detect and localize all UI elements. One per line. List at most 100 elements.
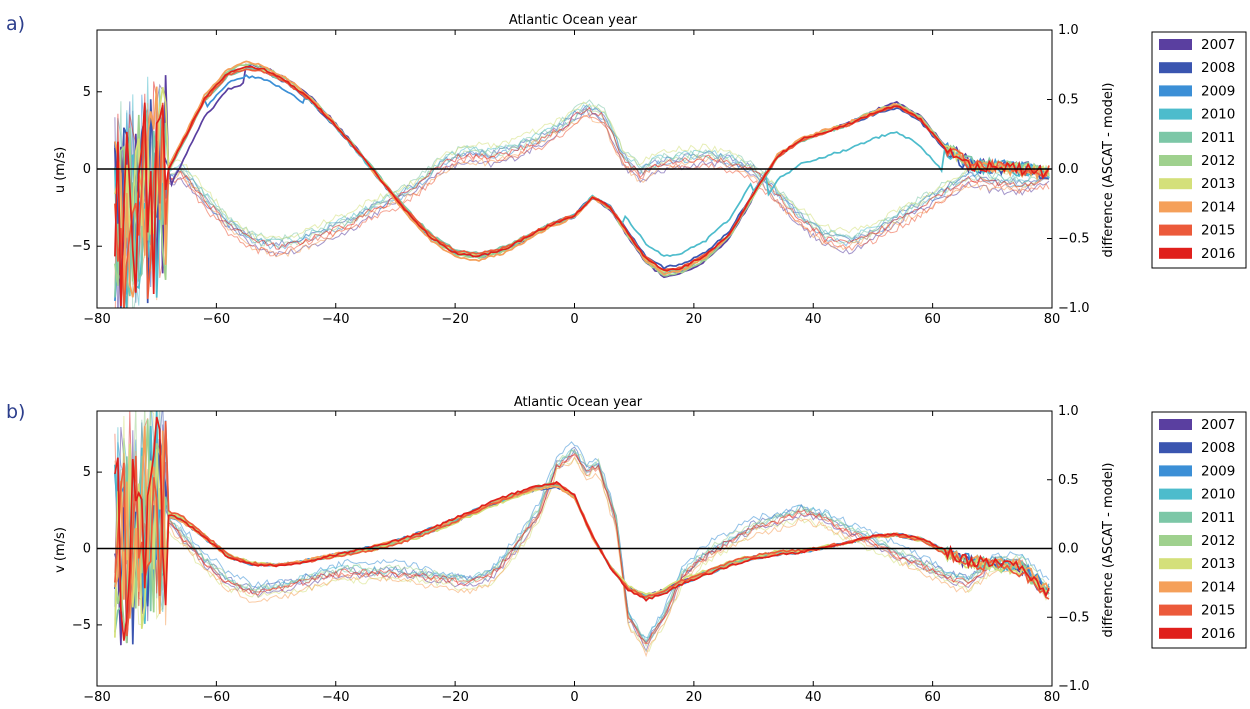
y-tick-label-right: 0.5: [1058, 473, 1079, 488]
legend-swatch-2008: [1159, 442, 1192, 454]
legend-swatch-2013: [1159, 178, 1192, 190]
diff-series-2012: [114, 107, 1050, 284]
series-line-2014: [114, 60, 1050, 298]
legend-label-2013: 2013: [1201, 176, 1235, 192]
legend-label-2012: 2012: [1201, 533, 1235, 549]
legend-swatch-2007: [1159, 419, 1192, 430]
legend-label-2016: 2016: [1201, 246, 1235, 262]
legend-swatch-2013: [1159, 558, 1192, 570]
legend-label-2014: 2014: [1201, 579, 1235, 595]
diff-series-2011: [114, 411, 1050, 643]
diff-series-2013: [114, 92, 1050, 297]
legend-label-2010: 2010: [1201, 107, 1235, 123]
diff-series-2009: [114, 411, 1050, 639]
legend-swatch-2009: [1159, 85, 1192, 97]
legend-label-2014: 2014: [1201, 199, 1235, 215]
y-tick-label-right: −0.5: [1058, 232, 1090, 247]
y-tick-label-right: 1.0: [1058, 23, 1079, 38]
legend: 2007 2008 2009 2010 2011 2012 2013 2014 2015 2016: [1151, 411, 1247, 649]
diff-series-2008: [114, 411, 1050, 644]
diff-series-2016: [114, 81, 1050, 295]
legend-label-2015: 2015: [1201, 223, 1235, 239]
legend-swatch-2015: [1159, 224, 1192, 236]
legend-swatch-2008: [1159, 62, 1192, 74]
y-tick-label-right: −1.0: [1058, 301, 1090, 316]
x-tick-label: 40: [805, 690, 822, 705]
legend-label-2015: 2015: [1201, 603, 1235, 619]
x-tick-label: −80: [83, 312, 110, 327]
legend-label-2008: 2008: [1201, 60, 1235, 76]
legend-label-2007: 2007: [1201, 37, 1235, 53]
panel-b: b) Atlantic Ocean year v (m/s) differenc…: [6, 395, 1247, 705]
legend-swatch-2007: [1159, 39, 1192, 50]
panel-label: b): [6, 401, 25, 423]
x-tick-label: 0: [570, 690, 578, 705]
y-tick-label: −5: [72, 239, 91, 254]
y-tick-label-right: −0.5: [1058, 610, 1090, 625]
legend-label-2016: 2016: [1201, 626, 1235, 642]
legend-swatch-2014: [1159, 581, 1192, 593]
legend-label-2012: 2012: [1201, 153, 1235, 169]
x-tick-label: 40: [805, 312, 822, 327]
series-line-2007: [114, 447, 1050, 646]
series-line-2015: [114, 68, 1050, 308]
legend-swatch-2009: [1159, 465, 1192, 477]
legend-label-2011: 2011: [1201, 130, 1235, 146]
y-tick-label-right: −1.0: [1058, 679, 1090, 694]
y-tick-label: 5: [83, 85, 91, 100]
legend-swatch-2012: [1159, 155, 1192, 166]
legend-swatch-2011: [1159, 131, 1192, 143]
panel-a: a) Atlantic Ocean year u (m/s) differenc…: [6, 13, 1247, 327]
legend-label-2008: 2008: [1201, 440, 1235, 456]
legend-swatch-2016: [1159, 247, 1192, 259]
y-tick-label: −5: [72, 618, 91, 633]
x-tick-label: −40: [322, 312, 349, 327]
legend-swatch-2010: [1159, 488, 1192, 500]
series-line-2016: [114, 416, 1050, 641]
y-tick-label-right: 0.0: [1058, 162, 1079, 177]
series-line-2016: [114, 65, 1050, 307]
x-tick-label: 20: [686, 690, 703, 705]
legend-label-2011: 2011: [1201, 510, 1235, 526]
y-tick-label-right: 1.0: [1058, 404, 1079, 419]
x-tick-label: 80: [1044, 312, 1061, 327]
x-tick-label: 80: [1044, 690, 1061, 705]
x-tick-label: 0: [570, 312, 578, 327]
x-tick-label: −20: [441, 690, 468, 705]
diff-series-2015: [114, 418, 1050, 645]
series-line-2013: [114, 443, 1050, 638]
y-tick-label: 0: [83, 162, 91, 177]
chart-title: Atlantic Ocean year: [514, 395, 643, 410]
legend-swatch-2012: [1159, 535, 1192, 546]
plot-area: [97, 60, 1052, 308]
diff-series-2015: [114, 107, 1050, 308]
diff-series-2013: [114, 411, 1050, 652]
y-axis-label-left: u (m/s): [53, 147, 68, 193]
y-tick-label: 0: [83, 542, 91, 557]
diff-series-2008: [114, 90, 1050, 303]
legend-swatch-2016: [1159, 627, 1192, 639]
y-tick-label: 5: [83, 465, 91, 480]
x-tick-label: −60: [203, 312, 230, 327]
legend-label-2010: 2010: [1201, 487, 1235, 503]
x-tick-label: −60: [203, 690, 230, 705]
diff-series-2009: [114, 94, 1050, 295]
diff-series-2010: [114, 427, 1050, 643]
diff-series-2016: [114, 411, 1050, 645]
series-line-2009: [114, 420, 1050, 621]
y-axis-label-left: v (m/s): [53, 527, 68, 573]
x-tick-label: −80: [83, 690, 110, 705]
legend-label-2009: 2009: [1201, 83, 1235, 99]
series-line-2013: [114, 65, 1050, 292]
chart-title: Atlantic Ocean year: [509, 13, 638, 28]
y-tick-label-right: 0.0: [1058, 542, 1079, 557]
y-axis-label-right: difference (ASCAT - model): [1101, 82, 1116, 257]
diff-series-2012: [114, 411, 1050, 648]
legend-swatch-2010: [1159, 108, 1192, 120]
series-line-2012: [114, 62, 1050, 286]
legend: 2007 2008 2009 2010 2011 2012 2013 2014 2015 2016: [1151, 31, 1247, 269]
legend-label-2007: 2007: [1201, 417, 1235, 433]
diff-series-2014: [114, 450, 1050, 658]
x-tick-label: 60: [924, 690, 941, 705]
